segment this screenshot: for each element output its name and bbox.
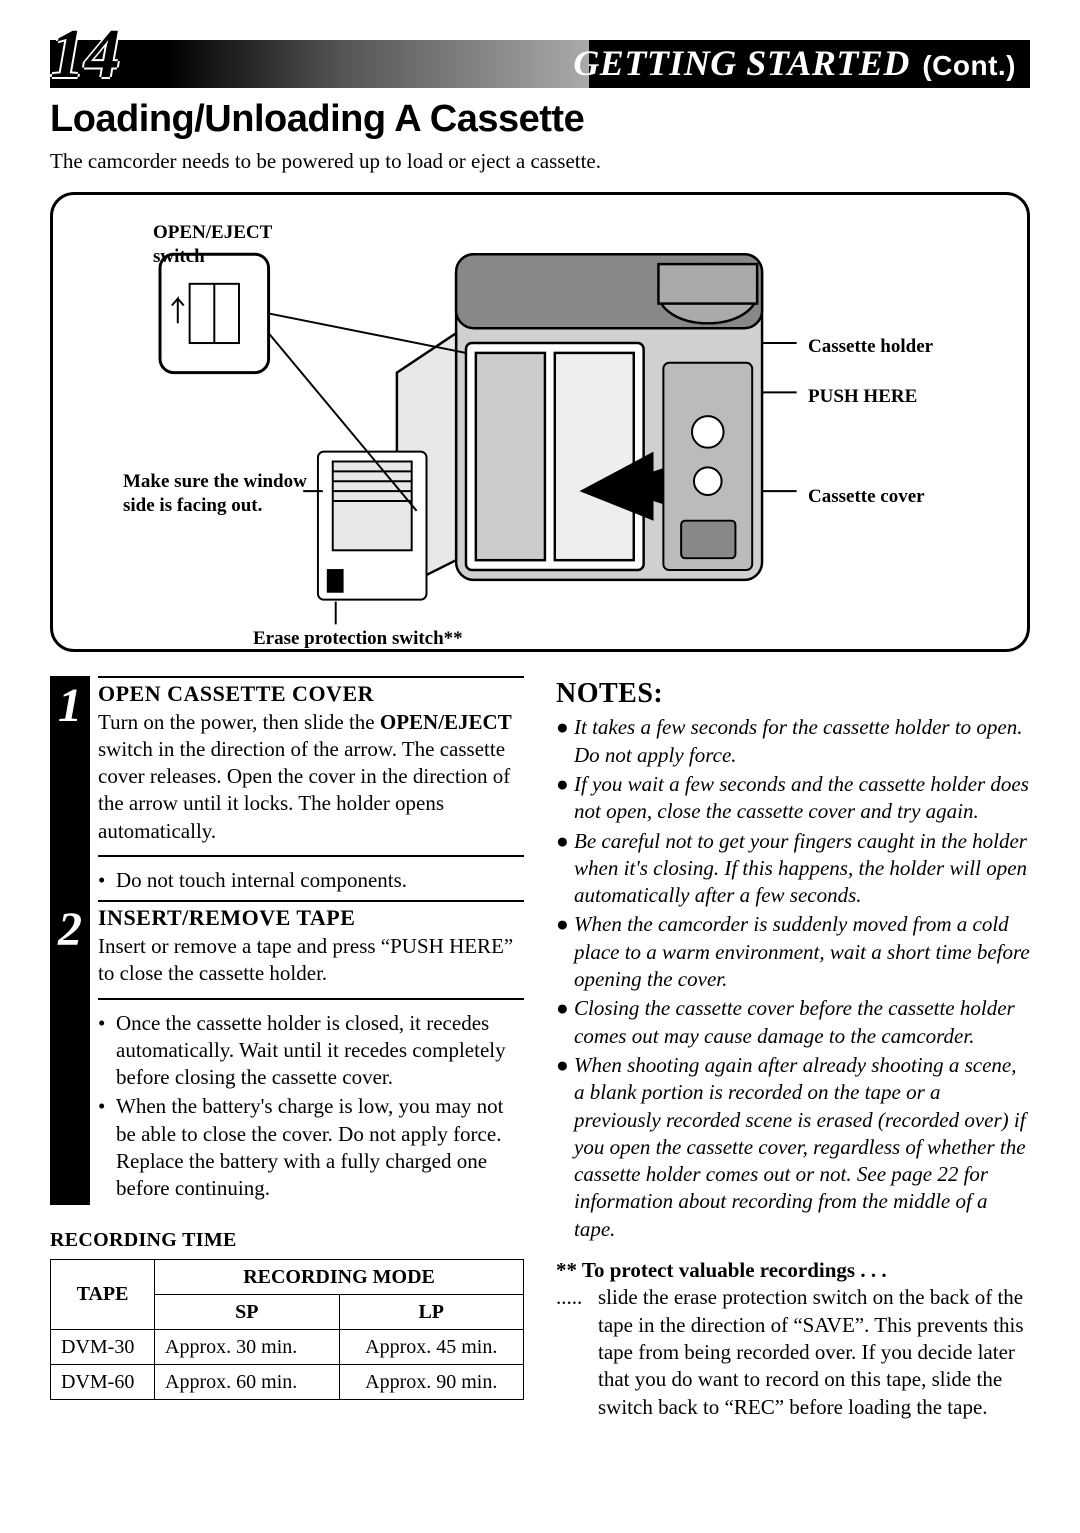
- label-window-side: Make sure the window side is facing out.: [123, 470, 313, 518]
- step-2-body: Insert or remove a tape and press “PUSH …: [98, 933, 524, 988]
- step-2: 2 INSERT/REMOVE TAPE Insert or remove a …: [50, 900, 524, 1204]
- right-column: NOTES: ●It takes a few seconds for the c…: [556, 676, 1030, 1421]
- notes-list: ●It takes a few seconds for the cassette…: [556, 714, 1030, 1243]
- note-item: ●When the camcorder is suddenly moved fr…: [556, 911, 1030, 993]
- note-item: ●Be careful not to get your fingers caug…: [556, 828, 1030, 910]
- step-2-sub-1: •When the battery's charge is low, you m…: [98, 1093, 524, 1202]
- notes-heading: NOTES:: [556, 676, 1030, 712]
- content-columns: 1 OPEN CASSETTE COVER Turn on the power,…: [50, 676, 1030, 1421]
- protect-dots: .....: [556, 1284, 598, 1420]
- section-title: Loading/Unloading A Cassette: [50, 98, 1030, 141]
- table-row: DVM-60 Approx. 60 min. Approx. 90 min.: [51, 1364, 524, 1399]
- step-1-body: Turn on the power, then slide the OPEN/E…: [98, 709, 524, 845]
- table-row: DVM-30 Approx. 30 min. Approx. 45 min.: [51, 1329, 524, 1364]
- page-number-box: 14 EN: [50, 30, 159, 90]
- label-erase-switch: Erase protection switch**: [253, 627, 463, 651]
- label-open-eject: OPEN/EJECT switch: [153, 221, 293, 269]
- step-1-title: OPEN CASSETTE COVER: [98, 676, 524, 709]
- header-title: GETTING STARTED (Cont.): [573, 42, 1016, 84]
- note-item: ●It takes a few seconds for the cassette…: [556, 714, 1030, 769]
- left-column: 1 OPEN CASSETTE COVER Turn on the power,…: [50, 676, 524, 1421]
- page-number: 14: [50, 30, 120, 79]
- note-item: ●If you wait a few seconds and the casse…: [556, 771, 1030, 826]
- diagram-box: OPEN/EJECT switch Make sure the window s…: [50, 192, 1030, 652]
- col-sp: SP: [155, 1294, 339, 1329]
- note-item: ●When shooting again after already shoot…: [556, 1052, 1030, 1243]
- step-2-title: INSERT/REMOVE TAPE: [98, 900, 524, 933]
- header-cont: (Cont.): [922, 50, 1016, 81]
- label-cassette-holder: Cassette holder: [808, 335, 933, 359]
- recording-time-heading: RECORDING TIME: [50, 1227, 524, 1253]
- step-1: 1 OPEN CASSETTE COVER Turn on the power,…: [50, 676, 524, 896]
- protect-text: slide the erase protection switch on the…: [598, 1284, 1030, 1420]
- header-main: GETTING STARTED: [573, 43, 910, 83]
- note-item: ●Closing the cassette cover before the c…: [556, 995, 1030, 1050]
- label-cassette-cover: Cassette cover: [808, 485, 925, 509]
- recording-time-table: TAPE RECORDING MODE SP LP DVM-30 Approx.…: [50, 1259, 524, 1400]
- intro-text: The camcorder needs to be powered up to …: [50, 149, 1030, 174]
- header-bar: 14 EN GETTING STARTED (Cont.): [50, 40, 1030, 88]
- protect-title: ** To protect valuable recordings . . .: [556, 1257, 1030, 1284]
- col-lp: LP: [339, 1294, 523, 1329]
- col-mode: RECORDING MODE: [155, 1259, 524, 1294]
- protect-body: ..... slide the erase protection switch …: [556, 1284, 1030, 1420]
- step-1-sub-0: •Do not touch internal components.: [98, 867, 524, 894]
- label-push-here: PUSH HERE: [808, 385, 917, 409]
- col-tape: TAPE: [51, 1259, 155, 1329]
- page-language: EN: [126, 56, 159, 84]
- step-2-sub-0: •Once the cassette holder is closed, it …: [98, 1010, 524, 1092]
